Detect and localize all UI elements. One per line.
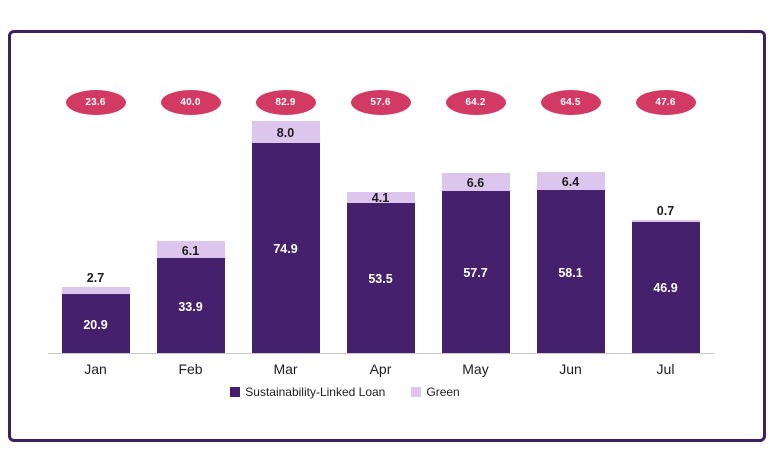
value-label-green: 2.7 [86, 270, 105, 285]
x-axis-label: Apr [369, 361, 392, 377]
value-label-sustainability-linked-loan: 53.5 [368, 272, 393, 287]
legend-item-sustainability-linked-loan: Sustainability-Linked Loan [230, 385, 385, 399]
x-axis-label: Jun [559, 361, 582, 377]
stacked-bar: 58.1 6.4 [536, 172, 605, 353]
total-badge: 82.9 [255, 90, 316, 115]
stacked-bar: 57.7 6.6 [441, 172, 510, 353]
bar-segment-sustainability-linked-loan [61, 294, 130, 353]
value-label-green: 6.6 [466, 176, 485, 191]
value-label-sustainability-linked-loan: 20.9 [83, 317, 108, 332]
category-slot: 64.5 58.1 6.4 Jun [523, 33, 618, 377]
bar-segment-sustainability-linked-loan [156, 258, 225, 353]
x-axis-line [48, 353, 714, 354]
total-badge: 47.6 [635, 90, 696, 115]
x-axis-label: Jan [84, 361, 107, 377]
bar-segment-green [251, 120, 320, 144]
bar-segment-green [536, 172, 605, 191]
category-slot: 47.6 46.9 0.7 Jul [618, 33, 713, 377]
value-label-sustainability-linked-loan: 74.9 [273, 242, 298, 257]
x-axis-label: Jul [656, 361, 675, 377]
stacked-bar: 46.9 0.7 [631, 204, 700, 353]
total-badge: 64.2 [445, 90, 506, 115]
legend-label-green: Green [426, 385, 460, 399]
bar-segment-green [441, 172, 510, 192]
x-axis-label: Mar [273, 361, 298, 377]
total-badge: 40.0 [160, 90, 221, 115]
category-slot: 40.0 33.9 6.1 Feb [143, 33, 238, 377]
chart-frame: 23.6 20.9 2.7 Jan 40.0 33.9 6.1 Feb 82.9 74.9 8.0 M… [8, 30, 766, 442]
stacked-bar: 53.5 4.1 [346, 191, 415, 353]
value-label-green: 0.7 [656, 203, 675, 218]
legend-swatch-sustainability-linked-loan [230, 387, 241, 397]
value-label-sustainability-linked-loan: 58.1 [558, 265, 583, 280]
bar-segment-sustainability-linked-loan [346, 203, 415, 353]
total-badge: 64.5 [540, 90, 601, 115]
category-slot: 64.2 57.7 6.6 May [428, 33, 523, 377]
stacked-bar: 33.9 6.1 [156, 241, 225, 353]
bar-segment-sustainability-linked-loan [251, 143, 320, 353]
category-slot: 82.9 74.9 8.0 Mar [238, 33, 333, 377]
x-axis-label: May [462, 361, 489, 377]
bar-segment-green [61, 286, 130, 295]
legend-item-green: Green [411, 385, 460, 399]
value-label-green: 4.1 [371, 191, 390, 206]
bar-segment-sustainability-linked-loan [536, 190, 605, 353]
stacked-bar: 74.9 8.0 [251, 120, 320, 353]
x-axis-label: Feb [178, 361, 203, 377]
legend-swatch-green [411, 387, 422, 397]
bar-segment-green [631, 219, 700, 222]
legend-label-sustainability-linked-loan: Sustainability-Linked Loan [245, 385, 386, 399]
bar-segment-sustainability-linked-loan [441, 191, 510, 353]
stacked-bar: 20.9 2.7 [61, 271, 130, 353]
bar-segment-green [346, 191, 415, 204]
value-label-sustainability-linked-loan: 46.9 [653, 281, 678, 296]
bar-segment-sustainability-linked-loan [631, 221, 700, 353]
value-label-green: 6.4 [561, 175, 580, 190]
value-label-sustainability-linked-loan: 57.7 [463, 266, 488, 281]
category-slot: 23.6 20.9 2.7 Jan [48, 33, 143, 377]
value-label-sustainability-linked-loan: 33.9 [178, 299, 203, 314]
total-badge: 23.6 [65, 90, 126, 115]
value-label-green: 6.1 [181, 243, 200, 258]
bar-segment-green [156, 241, 225, 259]
plot-area: 23.6 20.9 2.7 Jan 40.0 33.9 6.1 Feb 82.9 74.9 8.0 M… [48, 33, 713, 377]
total-badge: 57.6 [350, 90, 411, 115]
legend: Sustainability-Linked Loan Green [0, 385, 721, 399]
value-label-green: 8.0 [276, 126, 295, 141]
category-slot: 57.6 53.5 4.1 Apr [333, 33, 428, 377]
